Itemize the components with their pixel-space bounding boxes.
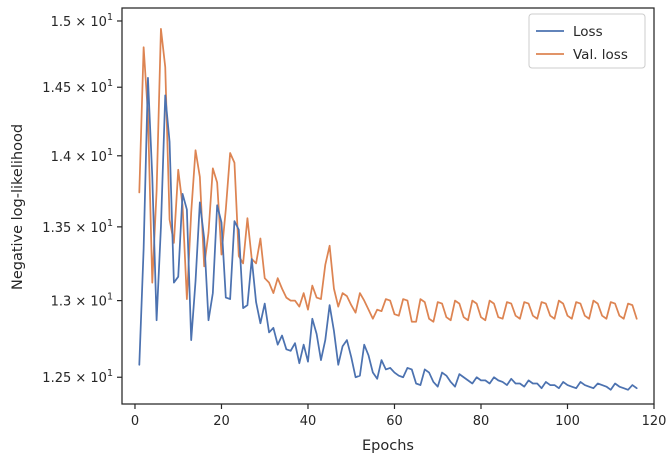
legend: Loss Val. loss <box>528 13 646 69</box>
y-tick-label: 1.4 × 101 <box>51 147 113 165</box>
x-tick-label: 80 <box>473 414 490 429</box>
y-tick-label: 1.35 × 101 <box>42 218 113 236</box>
x-tick-label: 100 <box>555 414 580 429</box>
ticks-layer: 0 20 40 60 80 100 120 1.25 × 101 1.3 × 101 1.35 ×… <box>42 12 666 429</box>
x-tick-label: 20 <box>213 414 230 429</box>
y-tick-label: 1.45 × 101 <box>42 78 113 96</box>
y-tick-label: 1.25 × 101 <box>42 368 113 386</box>
y-tick-label: 1.3 × 101 <box>51 292 113 310</box>
y-axis-label: Negative log-likelihood <box>10 124 26 290</box>
x-tick-label: 40 <box>300 414 317 429</box>
x-tick-label: 0 <box>131 414 139 429</box>
series-line-loss <box>138 76 638 391</box>
plot-frame <box>121 7 655 405</box>
x-tick-label: 60 <box>386 414 403 429</box>
series-layer <box>138 27 638 391</box>
legend-label-val-loss: Val. loss <box>573 47 628 63</box>
x-tick-label: 120 <box>642 414 666 429</box>
legend-label-loss: Loss <box>573 24 603 40</box>
y-tick-label: 1.5 × 101 <box>51 12 113 30</box>
x-axis-label: Epochs <box>362 438 414 454</box>
